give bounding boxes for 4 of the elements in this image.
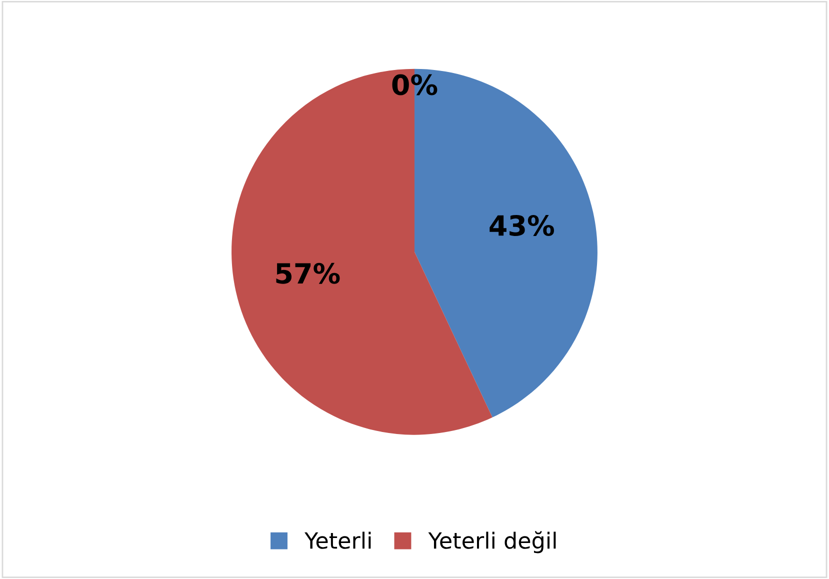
- data-label: 57%: [276, 262, 340, 284]
- legend-label: Yeterli değil: [428, 531, 556, 554]
- legend-label: Yeterli: [304, 532, 371, 549]
- data-label: 43%: [490, 214, 554, 236]
